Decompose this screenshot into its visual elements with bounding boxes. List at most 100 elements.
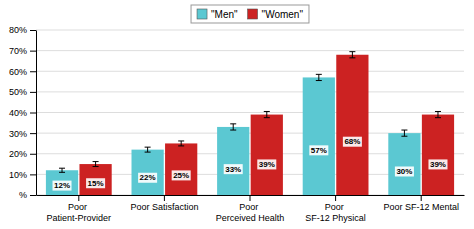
y-tick: %: [19, 190, 36, 200]
data-label: 25%: [173, 171, 189, 180]
x-tick-mark: [164, 195, 165, 201]
y-axis: % 10% 20% 30% 40% 50% 60% 70% 80%: [9, 25, 37, 200]
legend-label: "Women": [262, 9, 304, 20]
x-tick-label: Poor Satisfaction: [130, 202, 198, 212]
x-tick-mark: [421, 195, 422, 201]
error-bar-cap: [316, 74, 322, 75]
error-bar-cap: [59, 172, 65, 173]
y-tick-label: %: [19, 190, 27, 200]
y-tick: 50%: [9, 87, 36, 97]
x-tick-label: Poor Patient-Provider: [47, 202, 112, 222]
bar: [336, 55, 368, 195]
legend-swatch: [197, 9, 207, 19]
data-label-background: [53, 181, 72, 191]
error-bar-cap: [435, 117, 441, 118]
y-axis-line: [36, 31, 37, 196]
error-bar-cap: [178, 140, 184, 141]
error-bar: [435, 111, 441, 117]
data-label: 39%: [430, 160, 446, 169]
y-tick-mark: [30, 195, 36, 196]
data-label-background: [138, 173, 157, 183]
error-bar-line: [233, 124, 234, 130]
error-bar-cap: [59, 168, 65, 169]
y-tick-mark: [30, 51, 36, 52]
y-tick: 30%: [9, 129, 36, 139]
data-label: 39%: [259, 160, 275, 169]
data-labels: 12%22%33%57%30%15%25%39%68%39%: [53, 137, 448, 191]
error-bar: [264, 111, 270, 117]
y-tick-mark: [30, 113, 36, 114]
data-label: 33%: [225, 165, 241, 174]
y-tick-label: 70%: [9, 46, 27, 56]
grid-line: [36, 112, 464, 113]
error-bar: [316, 74, 322, 80]
y-tick: 80%: [9, 25, 36, 35]
error-bar-line: [437, 111, 438, 117]
grid: [36, 30, 464, 195]
error-bar: [230, 124, 236, 130]
x-tick-mark: [250, 195, 251, 201]
error-bar-cap: [316, 80, 322, 81]
grid-line: [36, 91, 464, 92]
error-bar-line: [404, 130, 405, 136]
y-tick-label: 40%: [9, 108, 27, 118]
x-tick: Poor Satisfaction: [130, 195, 198, 212]
data-label-background: [428, 159, 447, 169]
y-tick-mark: [30, 71, 36, 72]
legend-item: "Men": [197, 9, 238, 20]
error-bar-cap: [349, 57, 355, 58]
data-label-background: [395, 166, 414, 176]
grid-line: [36, 30, 464, 31]
x-tick-label: Poor SF-12 Mental: [383, 202, 459, 212]
legend-frame: [191, 5, 309, 23]
error-bar-line: [181, 141, 182, 146]
error-bar-cap: [349, 51, 355, 52]
error-bar-line: [318, 74, 319, 80]
legend-swatch: [248, 9, 258, 19]
x-tick: Poor SF-12 Mental: [383, 195, 459, 212]
error-bar-line: [95, 162, 96, 167]
y-tick-label: 50%: [9, 87, 27, 97]
x-tick-label: Poor Perceived Health: [216, 202, 285, 222]
plot-area: [46, 52, 454, 195]
legend-item: "Women": [248, 9, 304, 20]
data-label: 30%: [396, 167, 412, 176]
y-tick: 40%: [9, 108, 36, 118]
data-label-background: [309, 145, 328, 155]
x-tick: Poor Perceived Health: [216, 195, 285, 223]
x-tick: Poor SF-12 Physical: [305, 195, 366, 223]
error-bar-cap: [230, 123, 236, 124]
x-axis: Poor Patient-Provider Poor Satisfaction Po…: [37, 195, 465, 223]
error-bar: [178, 141, 184, 146]
bar: [303, 77, 335, 195]
data-label: 68%: [344, 137, 360, 146]
y-tick-label: 80%: [9, 25, 27, 35]
y-tick-mark: [30, 133, 36, 134]
error-bar-line: [147, 147, 148, 152]
y-tick: 10%: [9, 170, 36, 180]
error-bar-cap: [178, 145, 184, 146]
data-label-background: [257, 159, 276, 169]
grid-line: [36, 50, 464, 51]
y-tick-label: 30%: [9, 129, 27, 139]
bar: [388, 133, 420, 195]
error-bar: [59, 168, 65, 172]
grid-line: [36, 71, 464, 72]
chart: % 10% 20% 30% 40% 50% 60% 70% 80% Poor Patient-Pr…: [0, 0, 474, 229]
legend-label: "Men": [211, 9, 238, 20]
y-tick: 20%: [9, 149, 36, 159]
x-tick: Poor Patient-Provider: [47, 195, 112, 223]
bar: [79, 164, 111, 195]
data-label-background: [343, 137, 362, 147]
bar: [165, 143, 197, 195]
error-bar-cap: [264, 111, 270, 112]
data-label-background: [172, 170, 191, 180]
bar: [46, 170, 78, 195]
x-tick-mark: [335, 195, 336, 201]
x-tick-label: Poor SF-12 Physical: [305, 202, 366, 222]
bar: [422, 115, 454, 195]
y-tick: 60%: [9, 67, 36, 77]
y-tick-mark: [30, 30, 36, 31]
y-tick-label: 20%: [9, 149, 27, 159]
data-label: 12%: [54, 181, 70, 190]
